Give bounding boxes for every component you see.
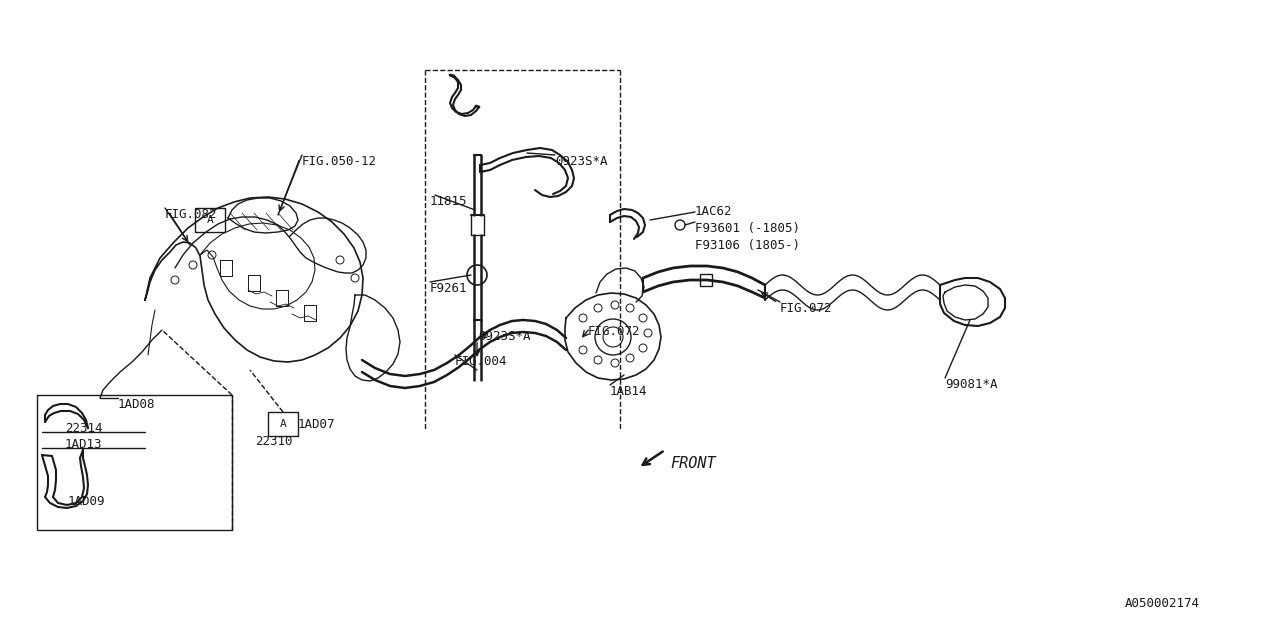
Text: FIG.072: FIG.072 (780, 302, 832, 315)
Bar (700, 274, 712, 286)
Text: 0923S*A: 0923S*A (556, 155, 608, 168)
Text: 1AD07: 1AD07 (298, 418, 335, 431)
Text: A050002174: A050002174 (1125, 597, 1201, 610)
Text: 22310: 22310 (255, 435, 293, 448)
Text: FIG.050-12: FIG.050-12 (302, 155, 378, 168)
Text: 22314: 22314 (65, 422, 102, 435)
Text: FIG.072: FIG.072 (588, 325, 640, 338)
Text: FIG.082: FIG.082 (165, 208, 218, 221)
Text: A: A (206, 215, 214, 225)
Text: F9261: F9261 (430, 282, 467, 295)
Text: 1AC62: 1AC62 (695, 205, 732, 218)
Text: 1AD09: 1AD09 (68, 495, 105, 508)
Text: 99081*A: 99081*A (945, 378, 997, 391)
Bar (195, 208, 225, 232)
Text: F93106 (1805-): F93106 (1805-) (695, 239, 800, 252)
Text: 1AD13: 1AD13 (65, 438, 102, 451)
Text: FRONT: FRONT (669, 456, 716, 471)
Text: 1AD08: 1AD08 (118, 398, 155, 411)
Text: 11815: 11815 (430, 195, 467, 208)
Bar (37, 395, 232, 530)
Text: 0923S*A: 0923S*A (477, 330, 530, 343)
Text: F93601 (-1805): F93601 (-1805) (695, 222, 800, 235)
Text: FIG.004: FIG.004 (454, 355, 507, 368)
Bar (268, 412, 298, 436)
Text: 1AB14: 1AB14 (611, 385, 648, 398)
Text: A: A (279, 419, 287, 429)
